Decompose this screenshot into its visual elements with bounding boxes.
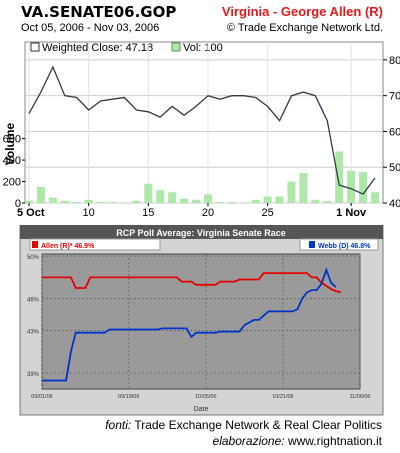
rcp-poll-chart: RCP Poll Average: Virginia Senate Race A… bbox=[19, 225, 384, 416]
volume-bar bbox=[203, 194, 212, 203]
volume-bar bbox=[347, 170, 356, 203]
date-axis-tick-label: 1 Nov bbox=[336, 207, 367, 219]
rcp-y-tick-label: 50% bbox=[27, 255, 40, 261]
date-axis-tick-label: 10 bbox=[83, 207, 95, 219]
volume-bar bbox=[84, 199, 93, 203]
volume-bar bbox=[144, 183, 153, 203]
rcp-x-axis-label: Date bbox=[194, 406, 209, 413]
volume-bar bbox=[275, 196, 284, 203]
date-axis-tick-label: 25 bbox=[261, 207, 273, 219]
volume-bar bbox=[48, 197, 57, 203]
volume-axis-tick-label: 200 bbox=[3, 177, 21, 189]
legend-volume-swatch bbox=[171, 42, 181, 52]
rcp-x-tick-label: 10/21/06 bbox=[272, 394, 293, 400]
date-axis-tick-label: 15 bbox=[142, 207, 154, 219]
rcp-y-tick-label: 43% bbox=[27, 330, 40, 336]
price-volume-chart: Weighted Close: 47.18 Vol: 100 Volume 40… bbox=[3, 41, 400, 219]
rcp-y-tick-label: 39% bbox=[27, 372, 40, 378]
price-chart-legend: Weighted Close: 47.18 Vol: 100 bbox=[30, 42, 223, 54]
volume-axis-tick-label: 0 bbox=[15, 198, 21, 210]
date-axis-tick-label: 20 bbox=[202, 207, 214, 219]
volume-bar bbox=[311, 199, 320, 203]
volume-bar bbox=[120, 202, 129, 203]
rcp-legend-allen-box bbox=[29, 238, 161, 251]
volume-bar bbox=[25, 200, 33, 203]
volume-bar bbox=[72, 201, 81, 203]
volume-bar bbox=[192, 199, 201, 203]
allen-series-line bbox=[42, 272, 341, 294]
processing-credit: elaborazione: www.rightnation.it bbox=[213, 434, 382, 448]
market-symbol: VA.SENATE06.GOP bbox=[21, 3, 177, 21]
volume-bar bbox=[239, 202, 248, 203]
volume-bar bbox=[359, 171, 368, 203]
volume-bar bbox=[227, 201, 236, 203]
volume-bar bbox=[287, 181, 296, 203]
price-axis-tick-label: 80 bbox=[389, 55, 400, 67]
date-axis-tick-label: 5 Oct bbox=[17, 207, 45, 219]
date-range: Oct 05, 2006 - Nov 03, 2006 bbox=[21, 22, 160, 34]
rcp-legend-allen-label: Allen (R)* 46.9% bbox=[41, 243, 95, 250]
rcp-y-tick-label: 46% bbox=[27, 298, 40, 304]
volume-bar bbox=[371, 192, 379, 203]
rcp-legend-allen-swatch bbox=[32, 241, 38, 248]
volume-bar bbox=[60, 200, 69, 203]
volume-bar bbox=[299, 172, 308, 203]
copyright-credit: © Trade Exchange Network Ltd. bbox=[226, 22, 383, 34]
volume-bar bbox=[323, 200, 332, 203]
volume-bar bbox=[36, 186, 45, 203]
sources-credit: fonti: Trade Exchange Network & Real Cle… bbox=[105, 418, 382, 432]
price-axis-tick-label: 50 bbox=[389, 162, 400, 174]
legend-close-label: Weighted Close: 47.18 bbox=[42, 42, 153, 54]
volume-bar bbox=[180, 198, 189, 203]
price-axis-tick-label: 60 bbox=[389, 126, 400, 138]
price-axis-tick-label: 70 bbox=[389, 91, 400, 103]
contract-subject: Virginia - George Allen (R) bbox=[221, 4, 383, 19]
price-chart-plot-area bbox=[24, 41, 384, 204]
volume-axis-tick-label: 400 bbox=[3, 155, 21, 167]
volume-bar bbox=[335, 151, 344, 203]
rcp-x-tick-label: 10/05/06 bbox=[195, 394, 216, 400]
rcp-chart-title: RCP Poll Average: Virginia Senate Race bbox=[116, 228, 286, 238]
rcp-plot-area bbox=[41, 253, 361, 390]
volume-axis-label: Volume bbox=[3, 122, 17, 165]
volume-bar bbox=[263, 196, 272, 203]
rcp-title-bar bbox=[20, 225, 383, 239]
volume-bar bbox=[108, 201, 117, 203]
rcp-x-tick-label: 11/06/06 bbox=[349, 394, 370, 400]
volume-bar bbox=[132, 200, 141, 203]
sources-label: fonti: bbox=[105, 418, 132, 432]
processing-label: elaborazione: bbox=[212, 434, 285, 448]
rcp-legend-webb-swatch bbox=[309, 241, 315, 248]
webb-series-line bbox=[42, 267, 337, 382]
volume-bar bbox=[168, 192, 177, 203]
volume-bar bbox=[215, 201, 224, 203]
rcp-x-tick-label: 09/19/06 bbox=[118, 394, 139, 400]
rcp-legend-webb-label: Webb (D) 46.8% bbox=[318, 243, 371, 250]
price-axis-tick-label: 40 bbox=[389, 198, 400, 210]
volume-bar bbox=[251, 199, 260, 203]
volume-bar bbox=[156, 190, 165, 203]
rcp-x-tick-label: 09/01/06 bbox=[31, 394, 52, 400]
legend-close-swatch bbox=[30, 42, 40, 52]
processing-text: www.rightnation.it bbox=[287, 434, 382, 448]
volume-axis-tick-label: 600 bbox=[3, 134, 21, 146]
sources-text: Trade Exchange Network & Real Clear Poli… bbox=[134, 418, 382, 432]
rcp-legend-webb-box bbox=[299, 238, 379, 251]
weighted-close-line bbox=[28, 65, 376, 195]
legend-volume-label: Vol: 100 bbox=[183, 42, 223, 54]
volume-bar bbox=[96, 201, 105, 203]
